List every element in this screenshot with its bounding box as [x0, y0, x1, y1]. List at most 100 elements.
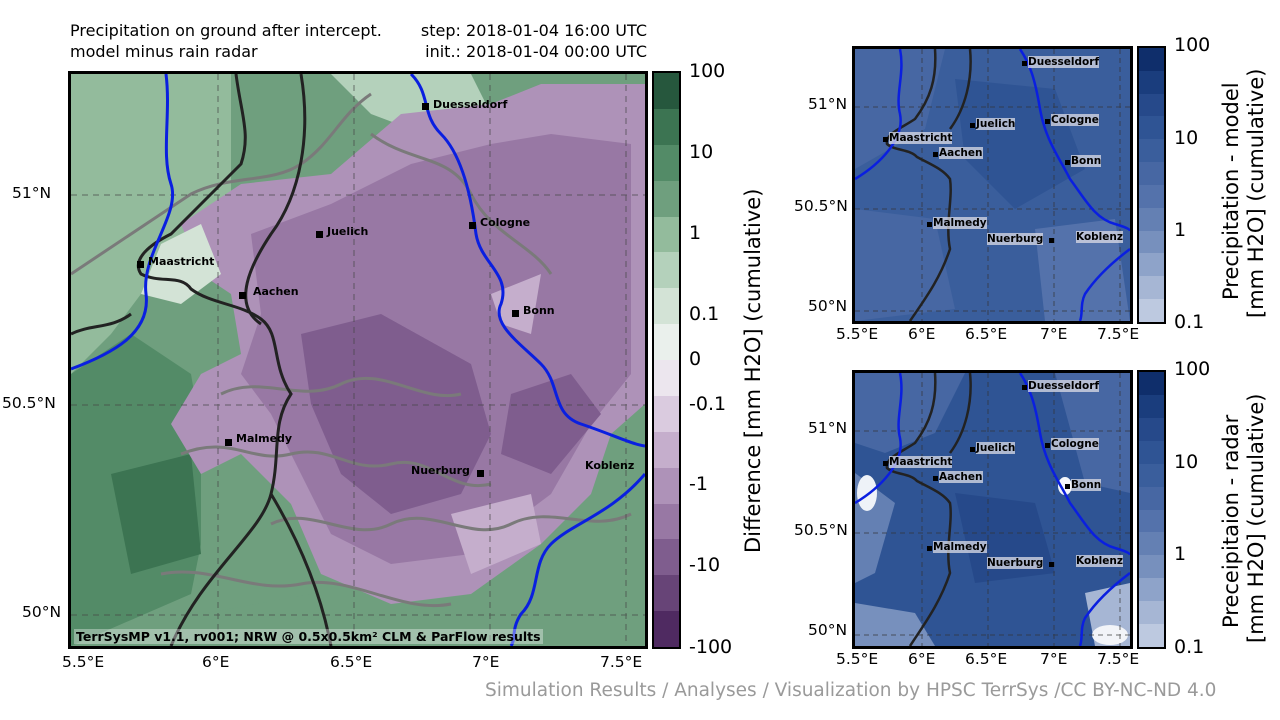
cb-tick-1: 1 — [689, 222, 702, 244]
radar-colorbar-band-2 — [1139, 417, 1164, 441]
lat-tick-50: 50°N — [22, 603, 62, 621]
difference-colorbar-band-10 — [654, 431, 679, 468]
cb-tick-neg-10: -10 — [689, 554, 721, 576]
radar-aachen-label: Aachen — [939, 471, 983, 483]
radar-bonn-marker — [1065, 484, 1070, 489]
cb-tick-10: 10 — [689, 141, 714, 163]
model-colorbar-band-4 — [1139, 139, 1164, 163]
model-lon-tick-7-5: 7.5°E — [1097, 325, 1140, 343]
model-colorbar-title-line1: Precipitation - model — [1219, 82, 1243, 300]
difference-colorbar-band-13 — [654, 539, 679, 576]
radar-cologne-marker — [1045, 443, 1050, 448]
lat-tick-51: 51°N — [12, 184, 52, 202]
lon-tick-6-5: 6.5°E — [330, 653, 373, 671]
model-cb-tick-100: 100 — [1174, 34, 1211, 56]
radar-malmedy-label: Malmedy — [933, 541, 987, 553]
radar-lat-tick-51: 51°N — [808, 419, 848, 437]
model-colorbar-band-1 — [1139, 70, 1164, 94]
model-colorbar-band-8 — [1139, 230, 1164, 254]
duesseldorf-marker — [422, 103, 429, 110]
radar-maastricht-label: Maastricht — [889, 456, 953, 468]
radar-lat-tick-50-5: 50.5°N — [794, 521, 848, 539]
model-aachen-label: Aachen — [939, 147, 983, 159]
nuerburg-marker — [477, 470, 484, 477]
difference-colorbar-band-6 — [654, 288, 679, 325]
radar-juelich-marker — [970, 447, 975, 452]
model-juelich-label: Juelich — [976, 118, 1016, 130]
difference-colorbar-band-11 — [654, 467, 679, 504]
model-colorbar-title-line2: [mm H2O] (cumulative) — [1244, 68, 1268, 318]
koblenz-label: Koblenz — [585, 459, 635, 472]
radar-lat-tick-50: 50°N — [808, 621, 848, 639]
aachen-marker — [239, 292, 246, 299]
lon-tick-7: 7°E — [472, 653, 500, 671]
radar-colorbar-band-5 — [1139, 486, 1164, 510]
radar-colorbar-band-11 — [1139, 624, 1164, 648]
radar-koblenz-label: Koblenz — [1076, 555, 1123, 567]
radar-maastricht-marker — [883, 461, 888, 466]
radar-colorbar-band-10 — [1139, 601, 1164, 625]
radar-cb-tick-10: 10 — [1174, 451, 1199, 473]
maastricht-marker — [137, 261, 144, 268]
model-lon-tick-5-5: 5.5°E — [836, 325, 879, 343]
model-colorbar-band-0 — [1139, 48, 1164, 71]
model-maastricht-label: Maastricht — [889, 132, 953, 144]
malmedy-marker — [225, 439, 232, 446]
bonn-marker — [512, 310, 519, 317]
difference-colorbar-band-2 — [654, 144, 679, 181]
radar-nuerburg-marker — [1049, 562, 1054, 567]
radar-cologne-label: Cologne — [1051, 438, 1099, 450]
model-bonn-marker — [1065, 160, 1070, 165]
cb-tick-neg-0-1: -0.1 — [689, 393, 727, 415]
difference-colorbar-band-8 — [654, 360, 679, 396]
cologne-label: Cologne — [480, 216, 531, 229]
difference-colorbar-band-4 — [654, 216, 679, 253]
model-cologne-label: Cologne — [1051, 114, 1099, 126]
model-credit-annotation: TerrSysMP v1.1, rv001; NRW @ 0.5x0.5km² … — [74, 629, 543, 644]
difference-colorbar — [652, 71, 681, 649]
radar-juelich-label: Juelich — [976, 442, 1016, 454]
lon-tick-7-5: 7.5°E — [600, 653, 643, 671]
difference-colorbar-band-7 — [654, 324, 679, 360]
radar-duesseldorf-marker — [1022, 385, 1027, 390]
cb-tick-100: 100 — [689, 60, 726, 82]
radar-colorbar-band-6 — [1139, 509, 1164, 533]
plot-subtitle: model minus rain radar — [70, 42, 258, 61]
juelich-marker — [316, 231, 323, 238]
model-precip-map: Duesseldorf Juelich Cologne Maastricht A… — [852, 46, 1133, 324]
duesseldorf-label: Duesseldorf — [433, 98, 508, 111]
cb-tick-0-1: 0.1 — [689, 303, 720, 325]
difference-map: Duesseldorf Juelich Cologne Maastricht A… — [68, 71, 648, 649]
radar-lon-tick-7: 7°E — [1040, 650, 1068, 668]
radar-lon-tick-5-5: 5.5°E — [836, 650, 879, 668]
radar-nuerburg-label: Nuerburg — [987, 557, 1044, 569]
juelich-label: Juelich — [327, 225, 369, 238]
model-colorbar-band-7 — [1139, 207, 1164, 231]
difference-colorbar-band-14 — [654, 575, 679, 612]
model-colorbar-band-5 — [1139, 162, 1164, 185]
model-cologne-marker — [1045, 119, 1050, 124]
model-lon-tick-7: 7°E — [1040, 325, 1068, 343]
model-colorbar-band-6 — [1139, 184, 1164, 208]
forecast-step: step: 2018-01-04 16:00 UTC — [420, 21, 647, 40]
radar-colorbar-band-8 — [1139, 555, 1164, 579]
radar-colorbar-title-line2: [mm H2O] (cumulative) — [1244, 393, 1268, 643]
radar-aachen-marker — [933, 476, 938, 481]
visualization-credit: Simulation Results / Analyses / Visualiz… — [485, 680, 1217, 701]
model-colorbar-band-9 — [1139, 253, 1164, 277]
cb-tick-neg-100: -100 — [689, 636, 733, 658]
model-colorbar-band-3 — [1139, 116, 1164, 140]
cologne-marker — [469, 222, 476, 229]
model-cb-tick-10: 10 — [1174, 127, 1199, 149]
model-colorbar-band-11 — [1139, 299, 1164, 322]
radar-colorbar-band-1 — [1139, 394, 1164, 418]
aachen-label: Aachen — [253, 285, 299, 298]
radar-lon-tick-6: 6°E — [908, 650, 936, 668]
model-maastricht-marker — [883, 137, 888, 142]
radar-colorbar-band-3 — [1139, 440, 1164, 464]
nuerburg-label: Nuerburg — [411, 464, 470, 477]
malmedy-label: Malmedy — [236, 432, 293, 445]
plot-title: Precipitation on ground after intercept. — [70, 21, 382, 40]
model-juelich-marker — [970, 123, 975, 128]
radar-cb-tick-0-1: 0.1 — [1174, 636, 1205, 658]
